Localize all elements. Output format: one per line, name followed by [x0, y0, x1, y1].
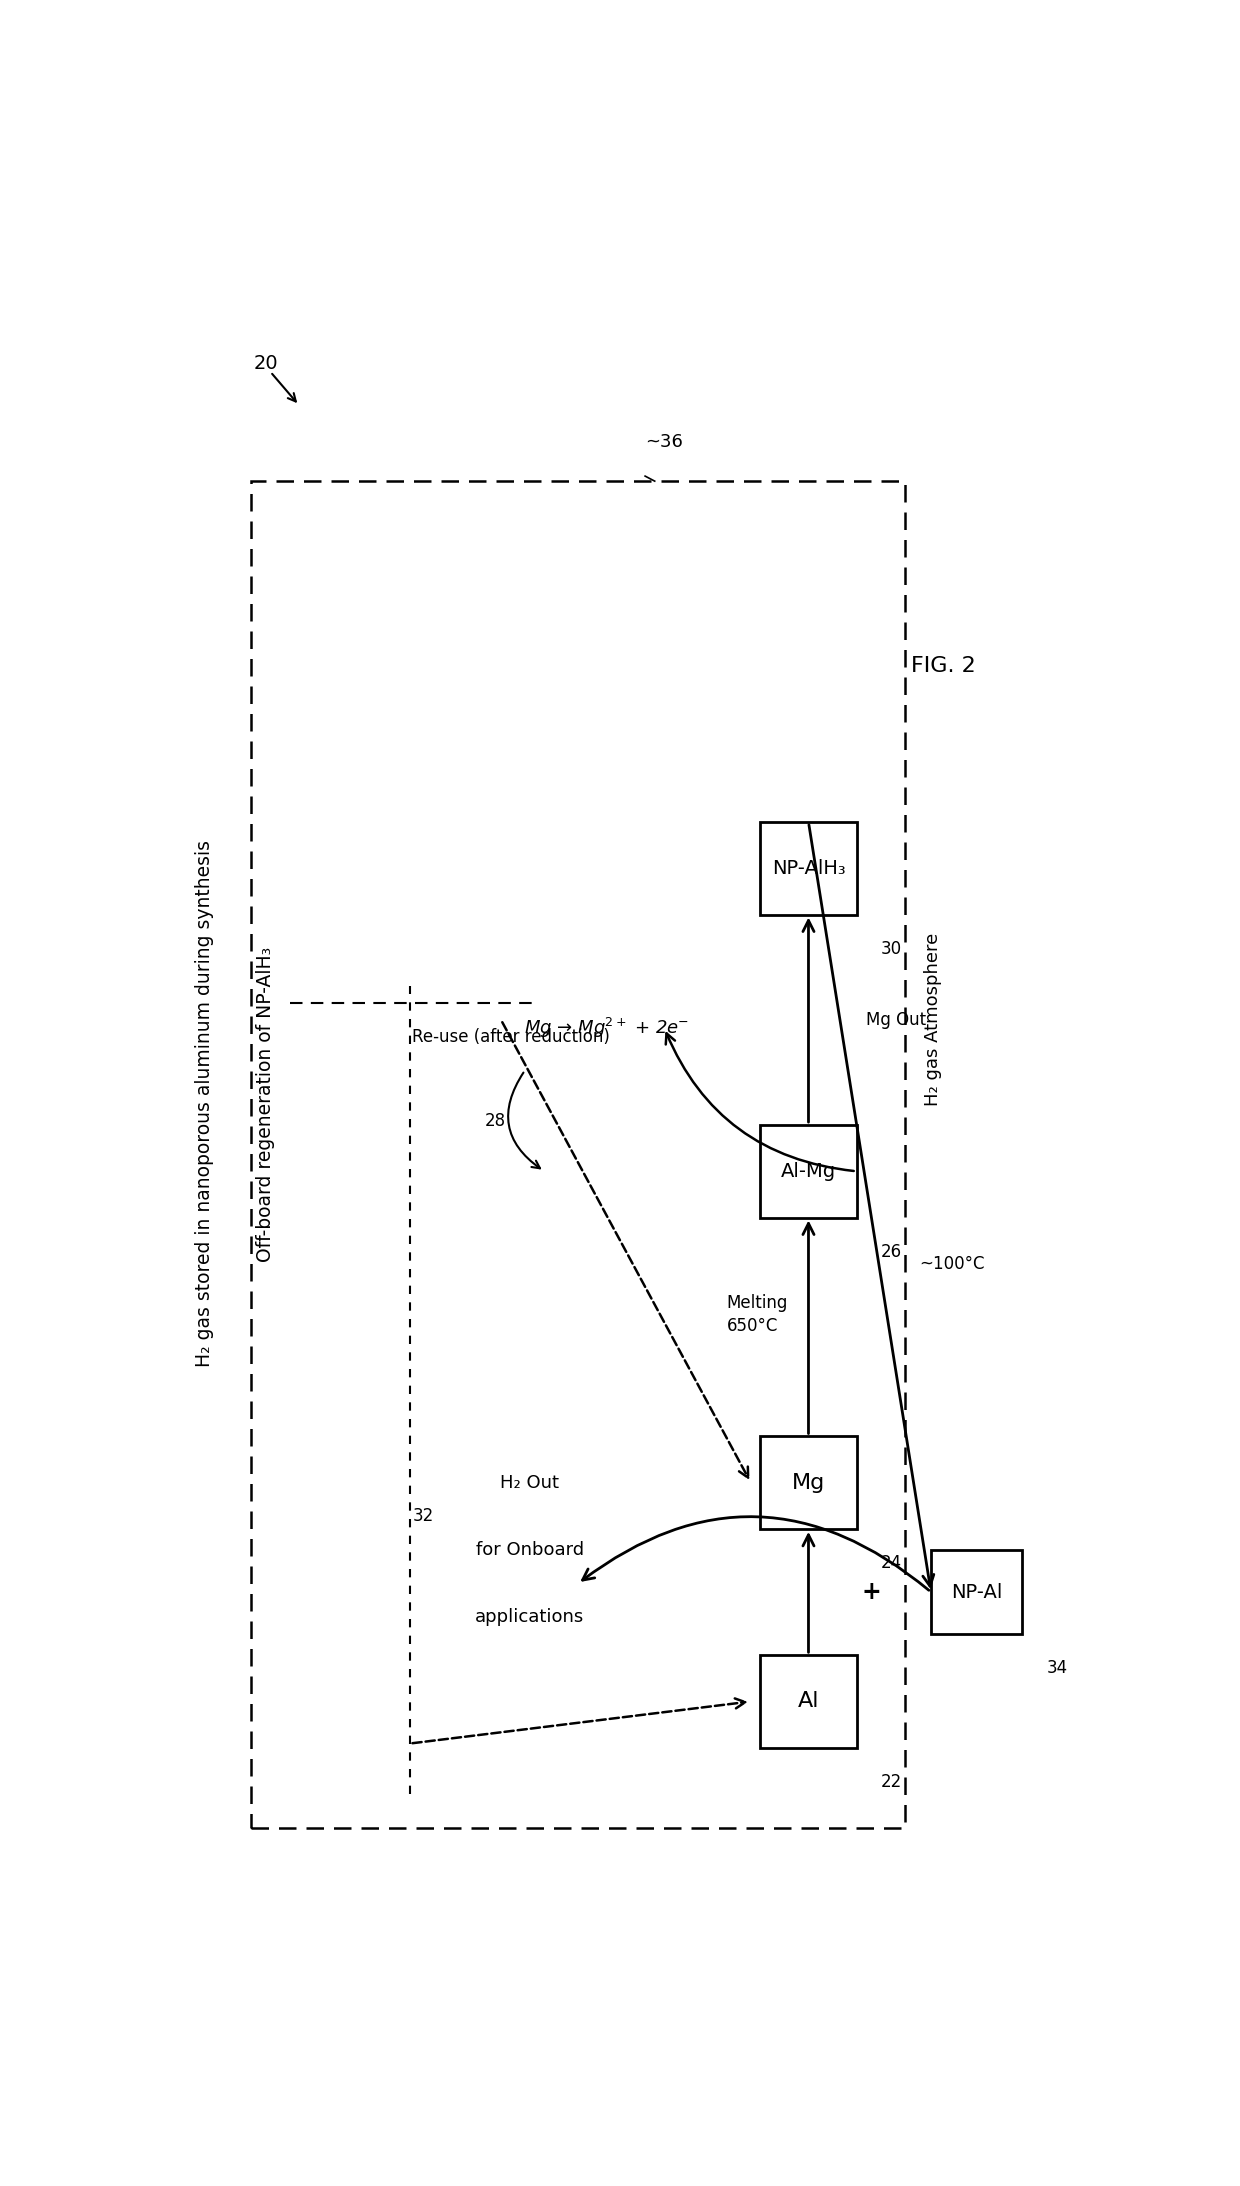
FancyBboxPatch shape: [931, 1550, 1022, 1635]
FancyBboxPatch shape: [760, 1126, 857, 1218]
Text: Off-board regeneration of NP-AlH₃: Off-board regeneration of NP-AlH₃: [255, 947, 275, 1261]
Text: 32: 32: [413, 1508, 434, 1526]
Text: applications: applications: [475, 1609, 584, 1626]
Text: +: +: [861, 1580, 880, 1605]
FancyBboxPatch shape: [760, 822, 857, 914]
Text: 22: 22: [880, 1773, 901, 1790]
Text: 24: 24: [880, 1554, 901, 1572]
Text: 28: 28: [485, 1113, 506, 1130]
Text: 26: 26: [880, 1244, 901, 1261]
Text: ~36: ~36: [645, 433, 683, 450]
Text: Al: Al: [797, 1692, 820, 1712]
Text: 30: 30: [880, 940, 901, 957]
Text: Mg → Mg$^{2+}$ + 2e$^{-}$: Mg → Mg$^{2+}$ + 2e$^{-}$: [525, 1016, 689, 1041]
Text: Mg: Mg: [792, 1473, 825, 1493]
FancyBboxPatch shape: [760, 1436, 857, 1528]
Text: H₂ gas Atmosphere: H₂ gas Atmosphere: [924, 933, 942, 1106]
Text: 20: 20: [253, 354, 278, 374]
Text: NP-Al: NP-Al: [951, 1583, 1002, 1602]
Text: Mg Out: Mg Out: [866, 1010, 926, 1030]
Text: Re-use (after reduction): Re-use (after reduction): [412, 1027, 610, 1045]
Text: 34: 34: [1047, 1659, 1068, 1677]
Text: for Onboard: for Onboard: [476, 1541, 584, 1559]
Text: Melting
650°C: Melting 650°C: [727, 1294, 789, 1336]
Text: H₂ Out: H₂ Out: [500, 1473, 559, 1491]
Text: Al-Mg: Al-Mg: [781, 1161, 836, 1180]
Text: ~100°C: ~100°C: [919, 1255, 985, 1272]
Text: H₂ gas stored in nanoporous aluminum during synthesis: H₂ gas stored in nanoporous aluminum dur…: [196, 839, 215, 1368]
Text: FIG. 2: FIG. 2: [910, 656, 976, 675]
FancyBboxPatch shape: [760, 1655, 857, 1749]
Text: NP-AlH₃: NP-AlH₃: [771, 859, 846, 879]
